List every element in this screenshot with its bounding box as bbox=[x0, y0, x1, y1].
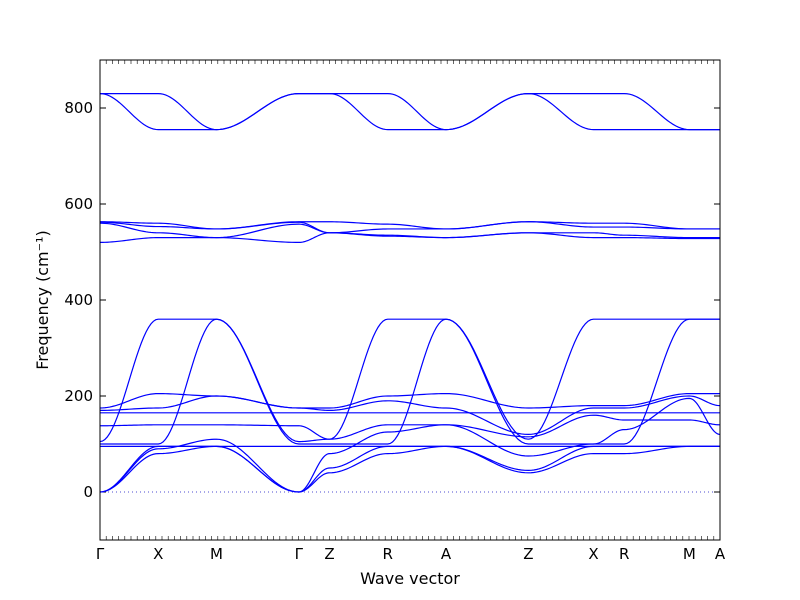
x-tick-label: M bbox=[683, 545, 696, 563]
x-tick-label: X bbox=[153, 545, 163, 563]
x-tick-label: Z bbox=[324, 545, 334, 563]
y-tick-label: 800 bbox=[64, 99, 93, 117]
phonon-branch-line bbox=[100, 93, 720, 131]
phonon-branch-line bbox=[99, 395, 721, 436]
phonon-branch-line bbox=[99, 397, 721, 493]
phonon-branch-line bbox=[99, 92, 720, 131]
x-tick-label: X bbox=[588, 545, 598, 563]
y-axis-label: Frequency (cm⁻¹) bbox=[33, 230, 52, 369]
phonon-branch-line bbox=[99, 392, 720, 409]
phonon-branch-line bbox=[99, 232, 720, 244]
phonon-branch-line bbox=[99, 318, 720, 443]
phonon-branch-line bbox=[99, 445, 720, 493]
x-tick-label: A bbox=[441, 545, 452, 563]
x-axis-label: Wave vector bbox=[360, 569, 460, 588]
plot-background bbox=[100, 60, 720, 540]
x-tick-label: A bbox=[715, 545, 726, 563]
series-layer bbox=[99, 92, 721, 493]
y-tick-label: 200 bbox=[64, 387, 93, 405]
x-tick-label: R bbox=[383, 545, 393, 563]
y-tick-label: 400 bbox=[64, 291, 93, 309]
x-tick-label: R bbox=[619, 545, 629, 563]
x-tick-label: Γ bbox=[295, 545, 304, 563]
x-tick-label: Γ bbox=[96, 545, 105, 563]
phonon-branch-line bbox=[100, 318, 720, 445]
phonon-branch-line bbox=[100, 414, 721, 440]
y-tick-label: 0 bbox=[83, 483, 93, 501]
x-tick-label: Z bbox=[523, 545, 533, 563]
y-tick-label: 600 bbox=[64, 195, 93, 213]
phonon-branch-line bbox=[99, 221, 720, 234]
plot-frame bbox=[99, 59, 721, 541]
x-tick-label: M bbox=[210, 545, 223, 563]
ticks-layer: 0 200 400 600 800 Γ X M Γ Z R A Z X R M A bbox=[64, 60, 726, 563]
